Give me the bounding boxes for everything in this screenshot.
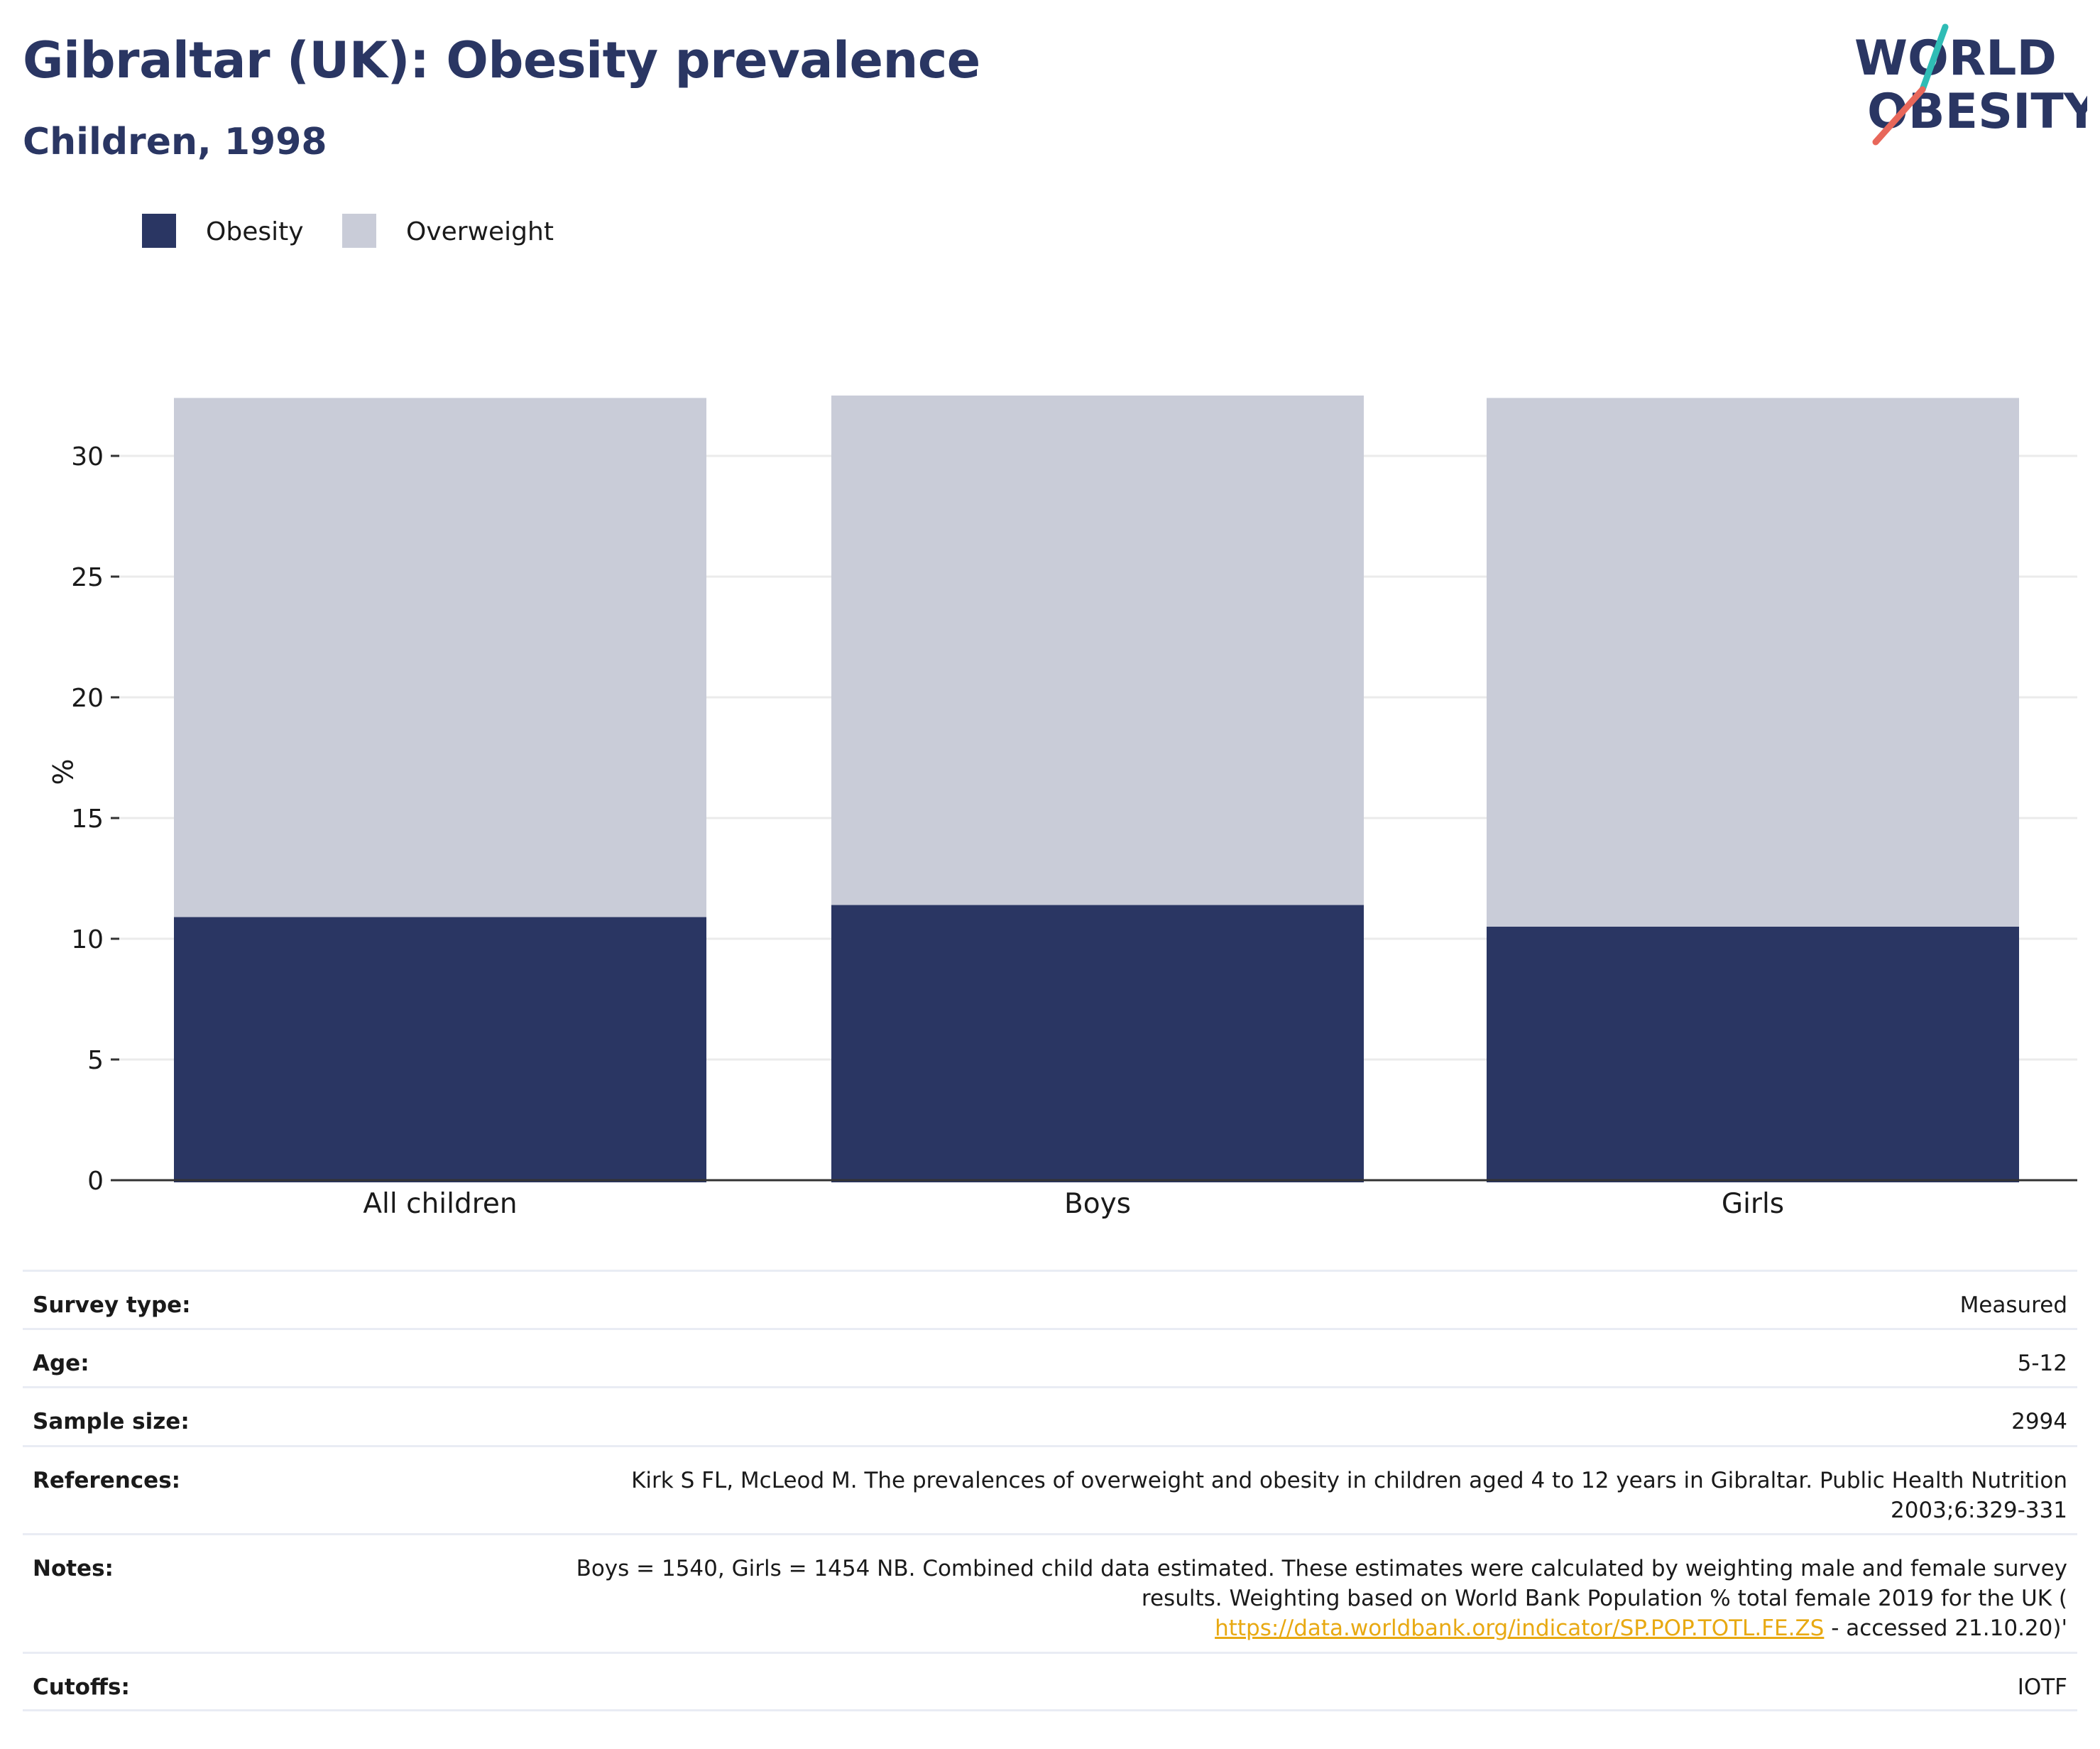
legend-swatch-overweight	[342, 214, 376, 248]
age-label: Age:	[33, 1351, 89, 1376]
page-title: Gibraltar (UK): Obesity prevalence	[23, 31, 980, 89]
bar-overweight-all-children	[174, 398, 706, 917]
notes-after-link: - accessed 21.10.20)'	[1824, 1615, 2067, 1641]
legend-label-overweight: Overweight	[406, 217, 554, 246]
world-obesity-logo: WORLD OBESITY	[1854, 23, 2087, 146]
bar-obesity-all-children	[174, 917, 706, 1182]
sample-size-value: 2994	[2011, 1409, 2067, 1434]
bar-overweight-girls	[1487, 398, 2019, 927]
x-tick-label-all-children: All children	[363, 1188, 517, 1220]
legend-swatch-obesity	[142, 214, 176, 248]
axes: 0 5 10 15 20 25 30 All children Boys Girls%	[45, 442, 2077, 1220]
info-row-cutoffs: Cutoffs: IOTF	[23, 1652, 2077, 1711]
page-subtitle: Children, 1998	[23, 121, 327, 163]
info-row-age: Age: 5-12	[23, 1328, 2077, 1386]
notes-line-1: Boys = 1540, Girls = 1454 NB. Combined c…	[576, 1556, 2067, 1581]
references-line-2: 2003;6:329-331	[1890, 1498, 2067, 1523]
info-row-notes: Notes: Boys = 1540, Girls = 1454 NB. Com…	[23, 1533, 2077, 1652]
y-tick-label-15: 15	[71, 805, 104, 834]
survey-info-table: Survey type: Measured Age: 5-12 Sample s…	[23, 1270, 2077, 1711]
info-row-survey-type: Survey type: Measured	[23, 1270, 2077, 1328]
references-line-1: Kirk S FL, McLeod M. The prevalences of …	[631, 1468, 2067, 1493]
notes-value: Boys = 1540, Girls = 1454 NB. Combined c…	[576, 1554, 2067, 1643]
y-tick-label-25: 25	[71, 563, 104, 592]
survey-type-value: Measured	[1959, 1292, 2067, 1318]
info-row-references: References: Kirk S FL, McLeod M. The pre…	[23, 1445, 2077, 1533]
bar-obesity-girls	[1487, 927, 2019, 1182]
y-axis-label: %	[45, 758, 77, 785]
survey-type-label: Survey type:	[33, 1292, 191, 1318]
notes-line-2: results. Weighting based on World Bank P…	[1141, 1586, 2067, 1611]
cutoffs-value: IOTF	[2017, 1674, 2067, 1700]
cutoffs-label: Cutoffs:	[33, 1674, 130, 1700]
worldbank-link[interactable]: https://data.worldbank.org/indicator/SP.…	[1215, 1615, 1825, 1641]
bar-overweight-boys	[831, 396, 1364, 905]
notes-label: Notes:	[33, 1556, 114, 1581]
logo-slash-coral	[1872, 86, 1926, 146]
chart-legend: Obesity Overweight	[142, 214, 554, 248]
sample-size-label: Sample size:	[33, 1409, 190, 1434]
logo-slash-teal	[1919, 23, 1949, 93]
y-tick-label-0: 0	[87, 1167, 104, 1196]
logo-line-world: WORLD	[1854, 31, 2057, 87]
y-tick-label-20: 20	[71, 684, 104, 713]
bars	[174, 396, 2019, 1182]
stacked-bar-chart: Obesity Overweight 0 5 10 15 20 25 30 All childr…	[45, 214, 2077, 1220]
legend-label-obesity: Obesity	[206, 217, 304, 246]
y-tick-label-10: 10	[71, 925, 104, 954]
x-tick-label-boys: Boys	[1064, 1188, 1131, 1220]
references-value: Kirk S FL, McLeod M. The prevalences of …	[631, 1466, 2067, 1525]
x-tick-label-girls: Girls	[1722, 1188, 1784, 1220]
info-row-sample-size: Sample size: 2994	[23, 1386, 2077, 1445]
age-value: 5-12	[2017, 1351, 2067, 1376]
y-tick-label-30: 30	[71, 442, 104, 472]
references-label: References:	[33, 1468, 181, 1493]
bar-obesity-boys	[831, 905, 1364, 1182]
y-tick-label-5: 5	[87, 1046, 104, 1075]
